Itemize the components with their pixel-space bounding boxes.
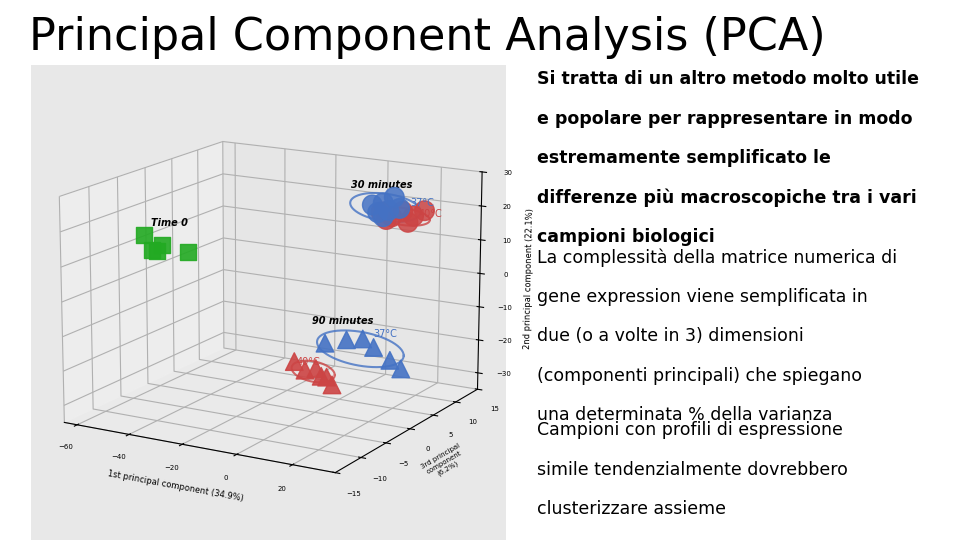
Text: campioni biologici: campioni biologici [537,228,714,246]
Text: clusterizzare assieme: clusterizzare assieme [537,500,726,518]
Y-axis label: 3rd principal
component
(6.2%): 3rd principal component (6.2%) [420,442,468,482]
Text: e popolare per rappresentare in modo: e popolare per rappresentare in modo [537,110,912,127]
Text: differenze più macroscopiche tra i vari: differenze più macroscopiche tra i vari [537,188,917,207]
Text: Principal Component Analysis (PCA): Principal Component Analysis (PCA) [29,16,826,59]
Text: estremamente semplificato le: estremamente semplificato le [537,149,830,167]
Text: una determinata % della varianza: una determinata % della varianza [537,406,832,424]
Text: simile tendenzialmente dovrebbero: simile tendenzialmente dovrebbero [537,461,848,478]
Text: Campioni con profili di espressione: Campioni con profili di espressione [537,421,843,439]
Text: Si tratta di un altro metodo molto utile: Si tratta di un altro metodo molto utile [537,70,919,88]
Text: due (o a volte in 3) dimensioni: due (o a volte in 3) dimensioni [537,327,804,345]
Text: La complessità della matrice numerica di: La complessità della matrice numerica di [537,248,897,267]
X-axis label: 1st principal component (34.9%): 1st principal component (34.9%) [107,469,244,503]
Text: gene expression viene semplificata in: gene expression viene semplificata in [537,288,868,306]
Text: (componenti principali) che spiegano: (componenti principali) che spiegano [537,367,862,384]
